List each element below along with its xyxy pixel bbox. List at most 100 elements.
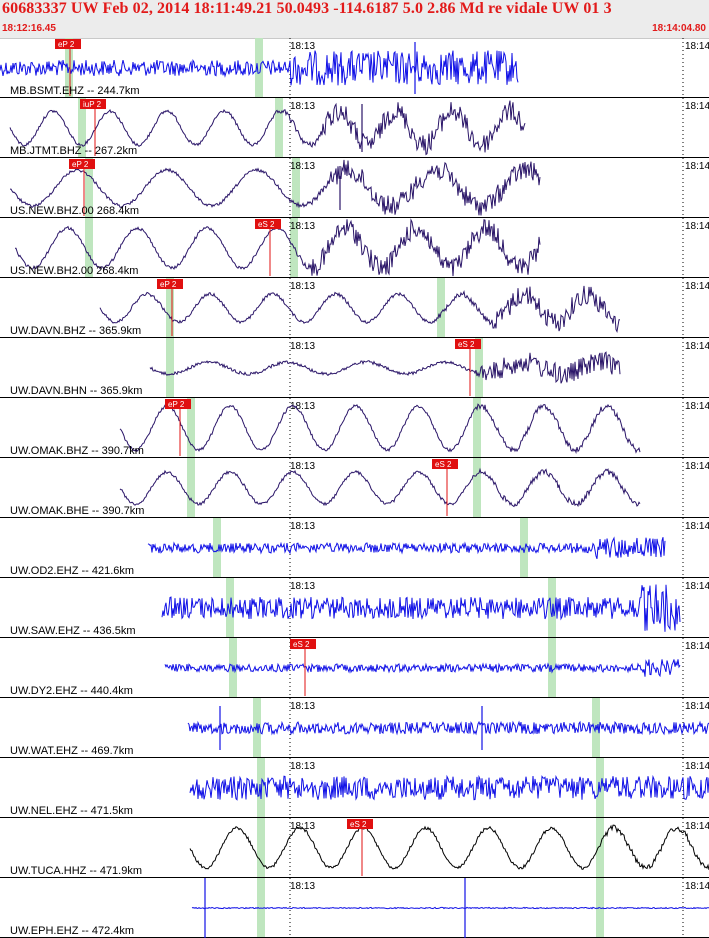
- time-tick-label: 18:14: [685, 521, 709, 532]
- waveform: [161, 584, 681, 632]
- p-window: [85, 218, 93, 278]
- time-tick-label: 18:14: [685, 761, 709, 772]
- time-tick-label: 18:13: [290, 701, 315, 712]
- p-window: [257, 818, 265, 878]
- pick-marker: [157, 279, 183, 289]
- waveform: [147, 536, 666, 559]
- time-tick-label: 18:14: [685, 461, 709, 472]
- time-tick-label: 18:13: [290, 401, 315, 412]
- station-label: UW.EPH.EHZ -- 472.4km: [10, 925, 134, 937]
- station-label: US.NEW.BHZ.00 268.4km: [10, 205, 139, 217]
- time-tick-label: 18:14: [685, 401, 709, 412]
- station-label: UW.DAVN.BHZ -- 365.9km: [10, 325, 141, 337]
- p-window: [78, 98, 86, 158]
- p-window: [85, 158, 93, 218]
- time-tick-label: 18:14: [685, 221, 709, 232]
- time-tick-label: 18:13: [290, 221, 315, 232]
- time-tick-label: 18:13: [290, 461, 315, 472]
- p-window: [166, 338, 174, 398]
- event-header: 60683337 UW Feb 02, 2014 18:11:49.21 50.…: [0, 0, 709, 39]
- seismogram-panel[interactable]: 18:13 18:14 18:13 18:14 18:13 18:14 18:13 18:14…: [0, 38, 709, 938]
- pick-marker: [255, 219, 281, 229]
- time-tick-label: 18:14: [685, 701, 709, 712]
- waveform: [119, 467, 641, 508]
- time-tick-label: 18:14: [685, 41, 709, 52]
- pick-marker: [290, 639, 316, 649]
- time-tick-label: 18:14: [685, 101, 709, 112]
- time-tick-label: 18:13: [290, 821, 315, 832]
- pick-marker: [69, 159, 95, 169]
- time-tick-label: 18:14: [685, 281, 709, 292]
- pick-marker: [55, 39, 81, 49]
- time-tick-label: 18:13: [290, 101, 315, 112]
- waveform: [119, 403, 641, 455]
- p-window: [166, 278, 174, 338]
- end-time: 18:14:04.80: [652, 23, 706, 34]
- s-window: [548, 578, 556, 638]
- grid: 18:13 18:14 18:13 18:14 18:13 18:14 18:13 18:14…: [0, 38, 709, 938]
- time-tick-label: 18:13: [290, 41, 315, 52]
- waveform: [10, 159, 541, 216]
- s-window: [473, 398, 481, 458]
- s-window: [548, 638, 556, 698]
- waveform: [191, 906, 709, 910]
- waveform: [149, 351, 621, 384]
- pick-label: eS 2: [350, 820, 367, 829]
- start-time: 18:12:16.45: [2, 23, 56, 34]
- pick-marker: [80, 99, 106, 109]
- pick-label: eS 2: [458, 340, 475, 349]
- station-label: US.NEW.BH2.00 268.4km: [10, 265, 138, 277]
- s-window: [255, 38, 263, 98]
- time-tick-label: 18:14: [685, 581, 709, 592]
- pick-label: eP 2: [168, 400, 185, 409]
- pick-label: eS 2: [258, 220, 275, 229]
- waveform: [164, 659, 681, 678]
- waveform: [9, 100, 526, 156]
- station-label: UW.WAT.EHZ -- 469.7km: [10, 745, 133, 757]
- station-label: MB.JTMT.BHZ -- 267.2km: [10, 145, 137, 157]
- waveform: [0, 50, 519, 86]
- time-tick-label: 18:14: [685, 821, 709, 832]
- pick-marker: [347, 819, 373, 829]
- s-window: [473, 458, 481, 518]
- pick-label: eS 2: [293, 640, 310, 649]
- p-window: [187, 458, 195, 518]
- pick-label: eP 2: [160, 280, 177, 289]
- time-tick-label: 18:13: [290, 761, 315, 772]
- pick-windows: [65, 38, 604, 938]
- station-label: UW.OMAK.BHE -- 390.7km: [10, 505, 144, 517]
- station-label: UW.DAVN.BHN -- 365.9km: [10, 385, 142, 397]
- pick-marker: [165, 399, 191, 409]
- p-window: [229, 638, 237, 698]
- time-tick-label: 18:13: [290, 281, 315, 292]
- time-tick-label: 18:13: [290, 521, 315, 532]
- time-tick-label: 18:13: [290, 581, 315, 592]
- p-window: [257, 758, 265, 818]
- traces: eP 2 MB.BSMT.EHZ -- 244.7km iuP 2 MB.JTMT.B…: [0, 39, 709, 938]
- pick-marker: [455, 339, 481, 349]
- waveform: [187, 720, 709, 736]
- p-window: [213, 518, 221, 578]
- waveform: [189, 824, 709, 871]
- time-tick-label: 18:13: [290, 161, 315, 172]
- station-label: UW.OD2.EHZ -- 421.6km: [10, 565, 134, 577]
- s-window: [275, 98, 283, 158]
- s-window: [592, 698, 600, 758]
- time-tick-label: 18:14: [685, 881, 709, 892]
- time-tick-label: 18:14: [685, 641, 709, 652]
- pick-marker: [432, 459, 458, 469]
- time-tick-label: 18:14: [685, 161, 709, 172]
- pick-label: iuP 2: [83, 100, 102, 109]
- s-window: [292, 158, 300, 218]
- time-tick-label: 18:13: [290, 341, 315, 352]
- s-window: [520, 518, 528, 578]
- pick-label: eP 2: [72, 160, 89, 169]
- station-label: MB.BSMT.EHZ -- 244.7km: [10, 85, 140, 97]
- waveform: [99, 285, 620, 334]
- station-label: UW.SAW.EHZ -- 436.5km: [10, 625, 136, 637]
- s-window: [475, 338, 483, 398]
- waveform: [189, 774, 709, 801]
- pick-label: eP 2: [58, 40, 75, 49]
- station-label: UW.NEL.EHZ -- 471.5km: [10, 805, 133, 817]
- station-label: UW.DY2.EHZ -- 440.4km: [10, 685, 133, 697]
